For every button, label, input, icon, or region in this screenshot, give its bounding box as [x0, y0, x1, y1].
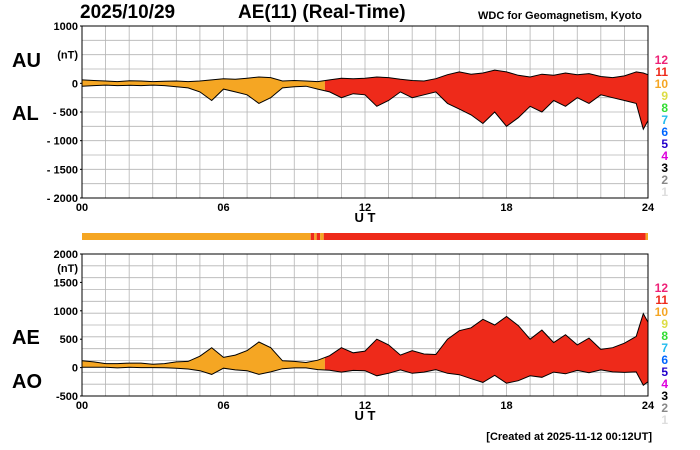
legend-level-4: 4: [661, 377, 668, 391]
legend-level-6: 6: [661, 125, 668, 139]
legend-level-12: 12: [655, 281, 669, 295]
legend-level-12: 12: [655, 53, 669, 67]
y-tick-label: - 2000: [47, 193, 78, 205]
activity-segment-10: [314, 233, 317, 240]
y-tick-label: 0: [72, 363, 78, 375]
x-tick-label: 00: [76, 202, 88, 214]
activity-segment-10: [320, 233, 324, 240]
y-tick-label: 1000: [54, 21, 78, 33]
y-tick-label: 1500: [54, 277, 78, 289]
y-tick-label: 1000: [54, 306, 78, 318]
x-tick-label: 24: [642, 400, 655, 412]
y-tick-label: -500: [56, 391, 78, 403]
series-line-ao: [82, 366, 649, 386]
x-tick-label: 18: [500, 202, 512, 214]
legend-level-8: 8: [661, 329, 668, 343]
legend-level-2: 2: [661, 173, 668, 187]
legend-level-1: 1: [661, 413, 668, 427]
legend-level-10: 10: [655, 305, 669, 319]
x-axis-label: U T: [355, 210, 376, 225]
series-line-ae: [81, 312, 649, 365]
legend-level-7: 7: [661, 113, 668, 127]
date-title: 2025/10/29: [80, 2, 176, 23]
x-tick-label: 00: [76, 400, 88, 412]
legend-level-7: 7: [661, 341, 668, 355]
x-tick-label: 12: [359, 400, 371, 412]
al-label: AL: [12, 103, 39, 125]
created-timestamp: [Created at 2025-11-12 00:12UT]: [486, 431, 652, 443]
legend-level-5: 5: [661, 365, 668, 379]
legend-level-2: 2: [661, 401, 668, 415]
y-tick-label: (nT): [57, 50, 78, 62]
legend-level-9: 9: [661, 317, 668, 331]
x-tick-label: 06: [217, 202, 229, 214]
fill-band-10: [82, 77, 325, 104]
y-tick-label: - 1000: [47, 136, 78, 148]
legend-level-1: 1: [661, 185, 668, 199]
y-tick-label: - 1500: [47, 164, 78, 176]
legend-level-9: 9: [661, 89, 668, 103]
legend-level-3: 3: [661, 389, 668, 403]
source-label: WDC for Geomagnetism, Kyoto: [478, 10, 642, 22]
x-tick-label: 12: [359, 202, 371, 214]
y-tick-label: 0: [72, 78, 78, 90]
au-label: AU: [12, 50, 41, 72]
fill-band-10: [82, 342, 325, 375]
activity-segment-11: [310, 233, 315, 240]
y-tick-label: 500: [60, 334, 78, 346]
legend-level-11: 11: [655, 65, 668, 79]
legend-level-6: 6: [661, 353, 668, 367]
legend-level-8: 8: [661, 101, 668, 115]
series-line-au: [81, 69, 649, 83]
x-tick-label: 24: [642, 202, 655, 214]
legend-level-11: 11: [655, 293, 668, 307]
ae-label: AE: [12, 327, 40, 349]
legend-level-5: 5: [661, 137, 668, 151]
legend-level-4: 4: [661, 149, 668, 163]
fill-band-11: [324, 313, 648, 386]
fill-band-11: [324, 70, 648, 130]
ao-label: AO: [12, 371, 42, 393]
activity-segment-10: [645, 233, 648, 240]
index-title: AE(11) (Real-Time): [238, 2, 406, 23]
legend-level-3: 3: [661, 161, 668, 175]
plot-frame: [81, 253, 649, 397]
y-tick-label: (nT): [57, 263, 78, 275]
x-tick-label: 18: [500, 400, 512, 412]
x-tick-label: 06: [217, 400, 229, 412]
y-tick-label: - 500: [53, 107, 78, 119]
y-tick-label: 2000: [54, 249, 78, 261]
x-axis-label: U T: [355, 408, 376, 423]
series-line-al: [81, 84, 649, 131]
activity-segment-11: [316, 233, 321, 240]
activity-segment-10: [82, 233, 311, 240]
legend-level-10: 10: [655, 77, 669, 91]
activity-segment-11: [323, 233, 646, 240]
